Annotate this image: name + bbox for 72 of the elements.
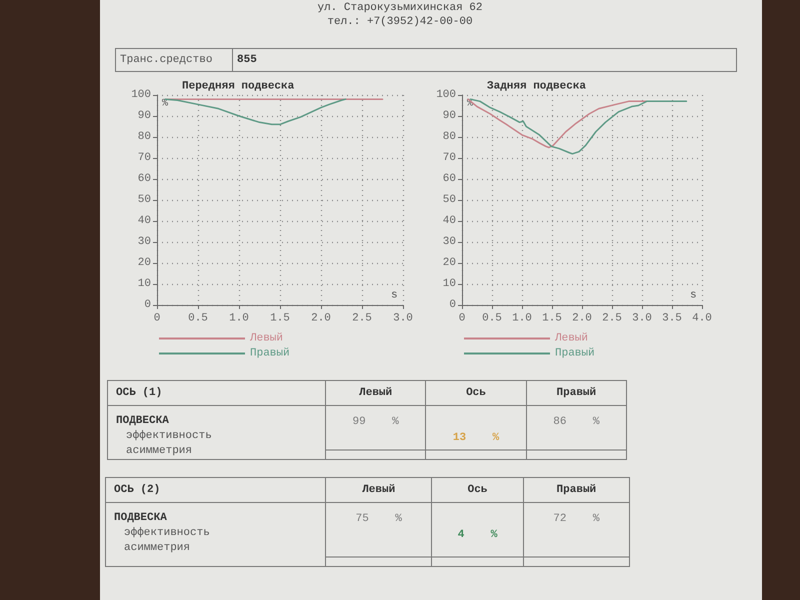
- y-tick-label: 60: [138, 173, 151, 185]
- text: ул. Старокузьмихинская 62: [316, 2, 484, 14]
- x-tick-label: 0.5: [188, 312, 208, 324]
- y-tick-label: 30: [442, 236, 456, 248]
- x-tick-label: 2.5: [602, 312, 622, 324]
- y-tick-label: 60: [442, 173, 456, 185]
- category-label: Правый: [526, 380, 626, 406]
- x-axis-title: s: [391, 290, 398, 302]
- text: 86 %: [553, 416, 600, 428]
- category-label: Левый: [325, 380, 426, 406]
- line-series: [467, 98, 648, 148]
- category-label: Ось: [426, 380, 526, 406]
- text: асимметрия: [123, 541, 192, 556]
- text: эффективность: [123, 526, 211, 541]
- text: Левый: [554, 332, 588, 344]
- x-tick-label: 3.5: [662, 312, 682, 324]
- text: 75 %: [356, 513, 402, 525]
- text: 13 %: [452, 432, 500, 444]
- y-tick-label: 80: [138, 131, 151, 143]
- text: 4 %: [458, 529, 498, 541]
- x-tick-label: 2.0: [572, 312, 592, 324]
- text: Левый: [249, 332, 284, 344]
- x-tick-label: 2.0: [311, 312, 331, 324]
- y-tick-label: 20: [138, 257, 151, 269]
- x-tick-label: 0.5: [482, 312, 502, 324]
- y-tick-label: 0: [449, 299, 456, 311]
- x-tick-label: 1.0: [229, 312, 249, 324]
- text: 72 %: [553, 513, 600, 525]
- x-tick-label: 1.0: [512, 312, 532, 324]
- y-tick-label: 50: [138, 194, 151, 206]
- y-tick-label: 40: [138, 215, 151, 227]
- chart-title: Задняя подвеска: [487, 80, 586, 92]
- text: 99 %: [352, 416, 399, 428]
- text: ПОДВЕСКА: [116, 414, 170, 429]
- y-tick-label: 0: [144, 299, 151, 311]
- text: тел.: +7(3952)42-00-00: [326, 16, 474, 28]
- text: Правый: [250, 348, 290, 360]
- y-tick-label: 100: [131, 89, 151, 101]
- y-tick-label: 30: [138, 236, 151, 248]
- line-series: [164, 98, 346, 126]
- y-tick-label: 80: [442, 131, 456, 143]
- category-label: Правый: [523, 478, 630, 502]
- x-tick-label: 1.5: [270, 312, 290, 324]
- y-tick-label: 20: [442, 257, 456, 269]
- text: эффективность: [125, 429, 213, 444]
- text: ОСЬ (1): [108, 380, 326, 406]
- y-tick-label: 10: [138, 278, 151, 290]
- category-label: Ось: [432, 478, 524, 502]
- x-tick-label: 1.5: [542, 312, 562, 324]
- text: Правый: [555, 348, 595, 360]
- x-tick-label: 0: [458, 312, 466, 324]
- x-tick-label: 3.0: [632, 312, 652, 324]
- category-label: Левый: [326, 478, 432, 502]
- chart-title: Передняя подвеска: [182, 80, 295, 92]
- y-tick-label: 10: [442, 278, 456, 290]
- x-tick-label: 2.5: [352, 312, 372, 324]
- text: ПОДВЕСКА: [114, 511, 168, 526]
- x-tick-label: 0: [154, 312, 160, 324]
- y-tick-label: 100: [436, 89, 456, 101]
- x-tick-label: 4.0: [692, 312, 712, 324]
- y-tick-label: 40: [442, 215, 456, 227]
- y-tick-label: 90: [138, 110, 151, 122]
- text: асимметрия: [125, 444, 194, 459]
- y-tick-label: 70: [442, 152, 456, 164]
- text: ОСЬ (2): [106, 478, 326, 502]
- x-tick-label: 3.0: [393, 312, 413, 324]
- text: 855: [236, 54, 257, 66]
- x-axis-title: s: [690, 290, 697, 302]
- y-tick-label: 50: [442, 194, 456, 206]
- text: Транс.средство: [116, 49, 233, 71]
- y-tick-label: 70: [138, 152, 151, 164]
- y-tick-label: 90: [442, 110, 456, 122]
